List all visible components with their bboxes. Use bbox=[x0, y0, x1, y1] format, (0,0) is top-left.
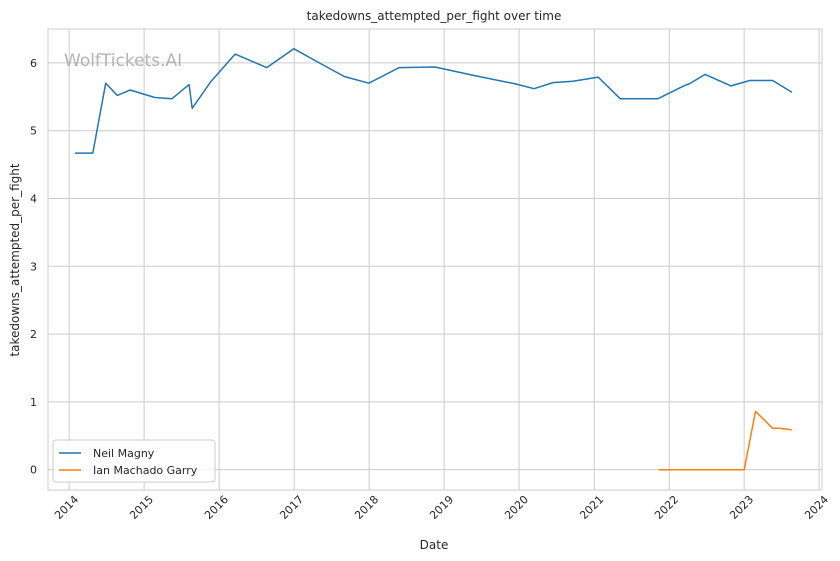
y-axis-label: takedowns_attempted_per_fight bbox=[8, 163, 22, 356]
y-tick-label: 2 bbox=[30, 328, 37, 341]
x-axis-label: Date bbox=[420, 538, 449, 552]
y-tick-label: 0 bbox=[30, 464, 37, 477]
series-line bbox=[658, 410, 793, 471]
chart-title: takedowns_attempted_per_fight over time bbox=[307, 9, 562, 23]
y-tick-label: 1 bbox=[30, 396, 37, 409]
legend-box bbox=[52, 439, 216, 483]
y-tick-label: 4 bbox=[30, 192, 37, 205]
legend-label: Neil Magny bbox=[93, 447, 155, 460]
grid bbox=[48, 29, 822, 490]
y-tick-label: 3 bbox=[30, 260, 37, 273]
y-tick-label: 5 bbox=[30, 125, 37, 138]
series-lines bbox=[74, 47, 793, 471]
watermark: WolfTickets.AI bbox=[64, 51, 182, 71]
y-tick-label: 6 bbox=[30, 57, 37, 70]
legend: Neil Magny Ian Machado Garry bbox=[52, 439, 216, 483]
legend-label: Ian Machado Garry bbox=[93, 464, 198, 477]
series-line bbox=[74, 47, 793, 154]
plot-frame bbox=[47, 28, 823, 491]
y-tick-labels: 0 1 2 3 4 5 6 bbox=[30, 57, 37, 477]
